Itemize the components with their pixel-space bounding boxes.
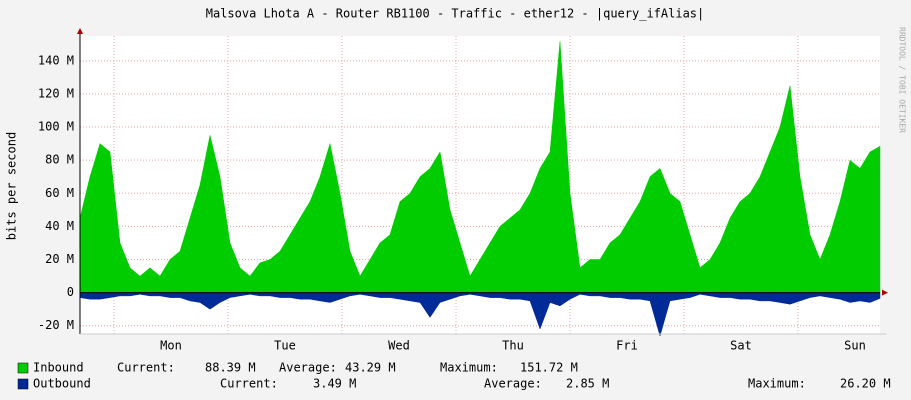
- stat-label: Average:: [484, 377, 542, 391]
- x-tick-label: Sat: [730, 339, 752, 353]
- x-tick-label: Thu: [502, 339, 524, 353]
- x-tick-label: Fri: [616, 339, 638, 353]
- y-tick-label: 40 M: [45, 219, 74, 233]
- chart-title: Malsova Lhota A - Router RB1100 - Traffi…: [206, 7, 705, 21]
- x-tick-label: Mon: [160, 339, 182, 353]
- legend-name: Inbound: [33, 361, 84, 375]
- legend-name: Outbound: [33, 377, 91, 391]
- area: [79, 41, 881, 293]
- stat-value: 3.49 M: [313, 377, 356, 391]
- stat-label: Maximum:: [440, 361, 498, 375]
- stat-value: 2.85 M: [566, 377, 609, 391]
- stat-label: Current:: [117, 361, 175, 375]
- stat-value: 43.29 M: [345, 361, 396, 375]
- stat-value: 151.72 M: [520, 361, 578, 375]
- y-tick-label: 140 M: [38, 53, 74, 67]
- x-axis-arrow: [882, 289, 888, 296]
- stat-label: Average:: [279, 361, 337, 375]
- watermark: RRDTOOL / TOBI OETIKER: [898, 27, 907, 133]
- stat-label: Current:: [220, 377, 278, 391]
- legend-swatch: [17, 362, 29, 374]
- y-tick-label: 80 M: [45, 153, 74, 167]
- y-tick-label: 60 M: [45, 186, 74, 200]
- x-tick-label: Tue: [274, 339, 296, 353]
- legend-swatch: [17, 378, 29, 390]
- y-tick-label: 20 M: [45, 252, 74, 266]
- y-tick-label: 120 M: [38, 86, 74, 100]
- stat-value: 26.20 M: [840, 377, 891, 391]
- y-axis-arrow: [77, 28, 83, 34]
- y-tick-label: 100 M: [38, 120, 74, 134]
- y-axis-label: bits per second: [5, 132, 19, 240]
- area: [79, 292, 881, 337]
- stat-label: Maximum:: [748, 377, 806, 391]
- stat-value: 88.39 M: [205, 361, 256, 375]
- y-tick-label: 0: [67, 285, 74, 299]
- x-tick-label: Sun: [844, 339, 866, 353]
- y-tick-label: -20 M: [38, 318, 74, 332]
- x-tick-label: Wed: [388, 339, 410, 353]
